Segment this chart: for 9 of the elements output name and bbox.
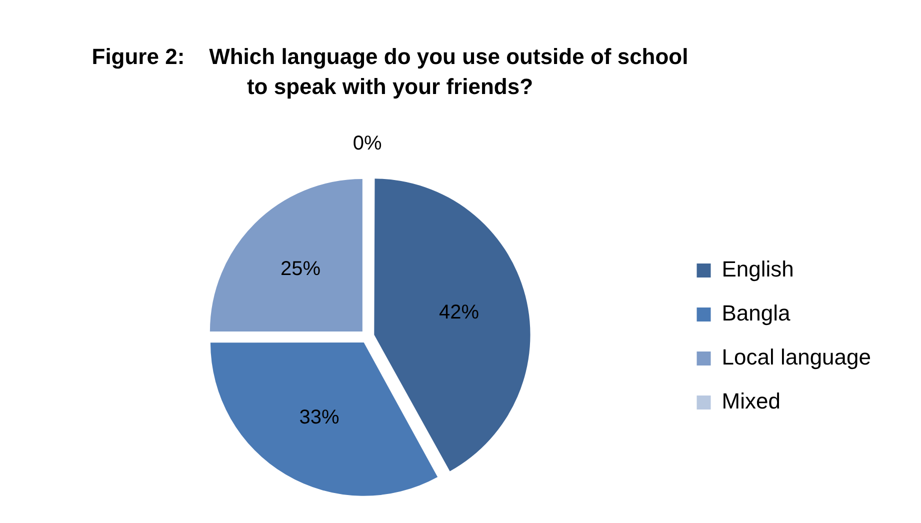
legend-label: Bangla [722, 300, 792, 326]
legend-label: Local language [722, 344, 872, 370]
data-label: 33% [299, 406, 340, 428]
data-label: 25% [280, 258, 321, 280]
data-label: 42% [438, 302, 480, 324]
text: 0% [352, 132, 382, 155]
legend-label: English [722, 256, 794, 282]
chart-title: Figure 2: Which language do you use outside of school to speak with your friends? [90, 43, 690, 101]
legend-label: Mixed [722, 388, 780, 414]
